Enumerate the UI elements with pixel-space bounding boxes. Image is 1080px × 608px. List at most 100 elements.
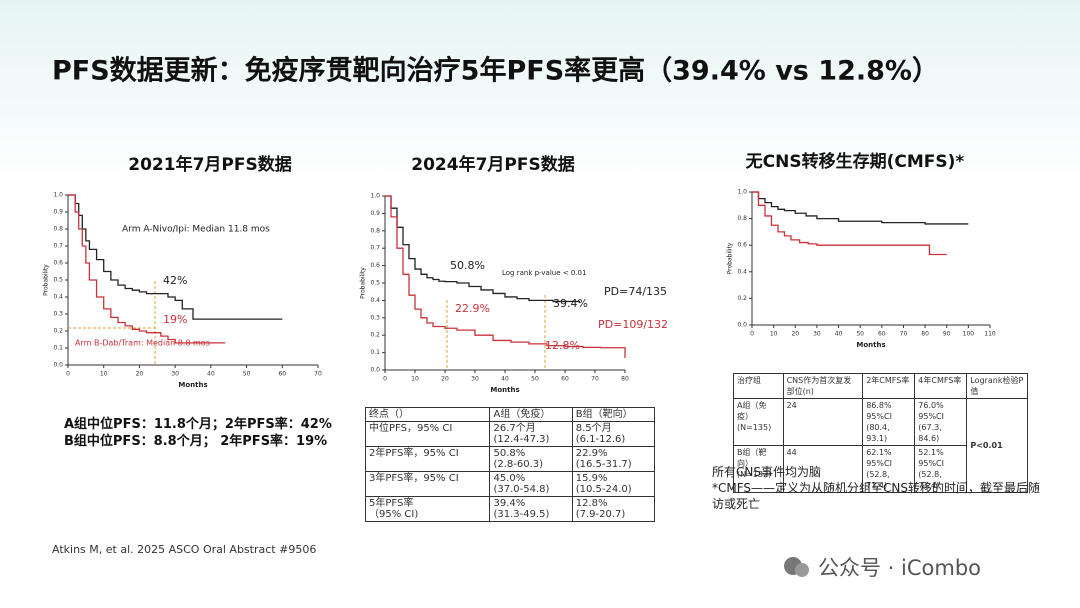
y-tick-label: 1.0 (53, 192, 63, 199)
table-cell: 52.1% 95%CI (52.8, 71.4) (914, 445, 968, 493)
chart-title: 2021年7月PFS数据 (128, 154, 291, 175)
y-tick-label: 0.2 (737, 295, 747, 302)
table-cell: 治疗组 (733, 373, 784, 399)
note: 所有CNS事件均为脑 (712, 465, 821, 479)
table-row: A组（免疫） (N=135) 24 86.8% 95%CI (80.4, 93.1)… (733, 398, 1028, 493)
table-cell: 26.7个月 (12.4-47.3) (489, 421, 573, 447)
table-row: 终点（） A组（免疫） B组（靶向） (364, 407, 656, 422)
y-tick-label: 0.8 (737, 215, 747, 222)
y-tick-label: 0.9 (53, 209, 63, 216)
x-tick-label: 30 (813, 331, 821, 338)
table-cell: CNS作为首次复发部位(n) (782, 373, 864, 399)
annotation: Log rank p-value < 0.01 (502, 269, 586, 277)
km-curve (752, 191, 969, 225)
note: *CMFS——定义为从随机分组至CNS转移的时间，截至最后随访或死亡 (712, 481, 1041, 511)
y-tick-label: 0.5 (370, 280, 380, 287)
table-row: B组（靶向） (N=132) 44 62.1% 95%CI (52.8, 71.4)… (733, 445, 1028, 493)
y-tick-label: 0.4 (737, 268, 747, 275)
chart-title: 2024年7月PFS数据 (411, 154, 574, 175)
table-cell: B组（靶向） (571, 407, 656, 422)
y-tick-label: 0.2 (370, 332, 380, 339)
y-tick-label: 0.6 (737, 242, 747, 249)
table: 终点（） A组（免疫） B组（靶向） 中位PFS，95% CI 26.7个月 (12.4… (364, 407, 656, 522)
y-tick-label: 0.7 (53, 243, 63, 250)
annotation: PD=74/135 (604, 285, 667, 298)
x-tick-label: 60 (561, 376, 569, 383)
x-axis-label: Months (178, 381, 207, 389)
watermark: 公众号 · iCombo (782, 552, 981, 582)
table-cell: 86.8% 95%CI (80.4, 93.1) (862, 398, 916, 446)
x-tick-label: 20 (441, 376, 449, 383)
wechat-icon (784, 557, 809, 577)
km-curve (385, 195, 626, 358)
x-tick-label: 80 (621, 376, 629, 383)
annotation: 12.8% (545, 339, 580, 352)
y-tick-label: 0.1 (370, 349, 380, 356)
slide-title: PFS数据更新：免疫序贯靶向治疗5年PFS率更高（39.4% vs 12.8%） (52, 55, 939, 87)
table-cell: 2年CMFS率 (862, 373, 916, 399)
x-tick-label: 30 (471, 376, 479, 383)
x-tick-label: 100 (963, 331, 975, 338)
chart-title: 无CNS转移生存期(CMFS)* (745, 151, 965, 172)
table-cell: A组（免疫） (489, 407, 573, 422)
annotation: 42% (163, 274, 187, 287)
annotation: 19% (163, 313, 187, 326)
y-tick-label: 0.4 (53, 294, 63, 301)
y-axis-label: Probability (43, 264, 50, 296)
table-cell: 12.8% (7.9-20.7) (571, 496, 656, 522)
table-row: 3年PFS率，95% CI 45.0% (37.0-54.8) 15.9% (10.… (364, 471, 656, 497)
summary-line: A组中位PFS：11.8个月；2年PFS率：42% (64, 417, 332, 432)
annotation: PD=109/132 (598, 318, 668, 331)
y-tick-label: 0.0 (370, 367, 380, 374)
x-tick-label: 90 (943, 331, 951, 338)
table-row: 2年PFS率，95% CI 50.8% (2.8-60.3) 22.9% (16.5… (364, 446, 656, 472)
y-tick-label: 0.7 (370, 245, 380, 252)
panel-bg (40, 185, 325, 410)
x-tick-label: 40 (835, 331, 843, 338)
y-tick-label: 0.5 (53, 277, 63, 284)
table-cell: 15.9% (10.5-24.0) (571, 471, 656, 497)
x-tick-label: 70 (591, 376, 599, 383)
y-tick-label: 0.6 (53, 260, 63, 267)
x-tick-label: 50 (243, 371, 251, 378)
table-cell: 50.8% (2.8-60.3) (489, 446, 573, 472)
y-axis-label: Probability (360, 267, 367, 299)
x-tick-label: 0 (750, 331, 754, 338)
watermark-text: 公众号 · iCombo (818, 556, 982, 580)
table-cell: 终点（） (364, 407, 491, 422)
table-cell: 24 (782, 398, 864, 446)
x-tick-label: 60 (278, 371, 286, 378)
y-tick-label: 1.0 (737, 189, 747, 196)
table-cell: 8.5个月 (6.1-12.6) (571, 421, 656, 447)
km-curve (68, 194, 283, 320)
x-tick-label: 0 (66, 371, 70, 378)
y-tick-label: 0.2 (53, 328, 63, 335)
summary-line: B组中位PFS：8.8个月； 2年PFS率：19% (64, 434, 328, 449)
table-cell: 45.0% (37.0-54.8) (489, 471, 573, 497)
table-cell: 中位PFS，95% CI (364, 421, 491, 447)
notes: 所有CNS事件均为脑 *CMFS——定义为从随机分组至CNS转移的时间，截至最后… (712, 464, 1042, 512)
table-cell: 22.9% (16.5-31.7) (571, 446, 656, 472)
annotation: 50.8% (450, 259, 485, 272)
x-tick-label: 0 (383, 376, 387, 383)
table-cell: 4年CMFS率 (914, 373, 968, 399)
table-cell: P<0.01 (966, 398, 1028, 493)
y-tick-label: 1.0 (370, 193, 380, 200)
x-tick-label: 40 (501, 376, 509, 383)
summary: A组中位PFS：11.8个月；2年PFS率：42% B组中位PFS：8.8个月；… (64, 416, 332, 450)
y-tick-label: 0.3 (370, 314, 380, 321)
table-row: 治疗组 CNS作为首次复发部位(n) 2年CMFS率 4年CMFS率 Logrank检验… (733, 373, 1028, 399)
x-tick-label: 70 (900, 331, 908, 338)
y-tick-label: 0.9 (370, 210, 380, 217)
x-tick-label: 40 (207, 371, 215, 378)
table-cell: 2年PFS率，95% CI (364, 446, 491, 472)
y-axis-label: Probability (727, 242, 734, 274)
y-tick-label: 0.6 (370, 262, 380, 269)
x-tick-label: 50 (531, 376, 539, 383)
table-row: 5年PFS率 （95% CI) 39.4% (31.3-49.5) 12.8% (7… (364, 496, 656, 522)
x-tick-label: 50 (856, 331, 864, 338)
x-tick-label: 30 (171, 371, 179, 378)
table-row: 中位PFS，95% CI 26.7个月 (12.4-47.3) 8.5个月 (6.1… (364, 421, 656, 447)
table: 治疗组 CNS作为首次复发部位(n) 2年CMFS率 4年CMFS率 Logrank检验… (733, 373, 1028, 493)
